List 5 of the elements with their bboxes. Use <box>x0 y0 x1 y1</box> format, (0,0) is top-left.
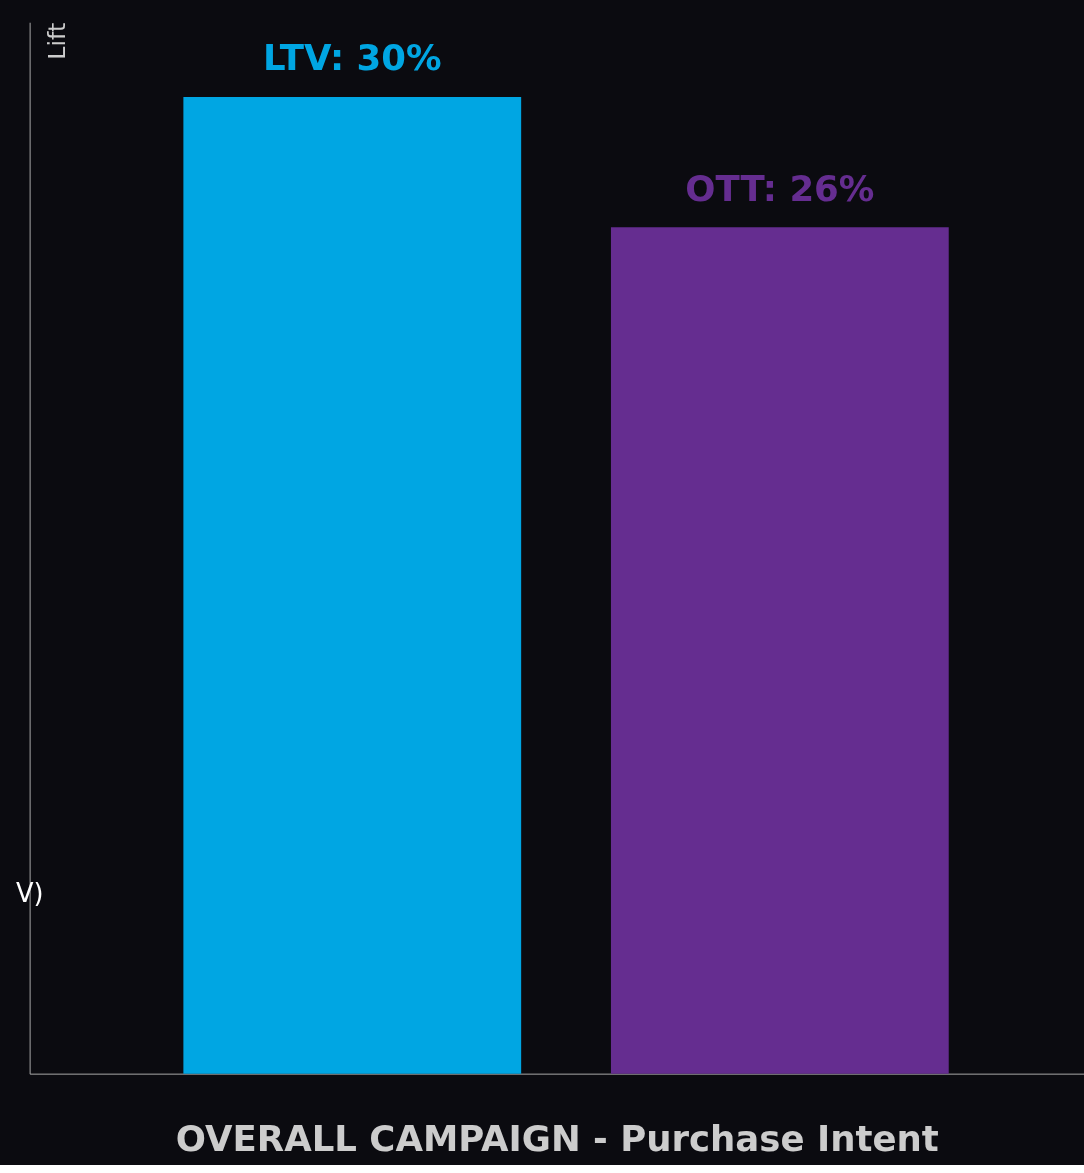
data-label: OTT: 26% <box>685 167 875 209</box>
x-axis-title: OVERALL CAMPAIGN - Purchase Intent <box>175 1118 939 1160</box>
data-label: LTV: 30% <box>263 37 442 79</box>
annotation: V) <box>15 877 44 908</box>
y-axis-title: Lift <box>42 22 71 60</box>
